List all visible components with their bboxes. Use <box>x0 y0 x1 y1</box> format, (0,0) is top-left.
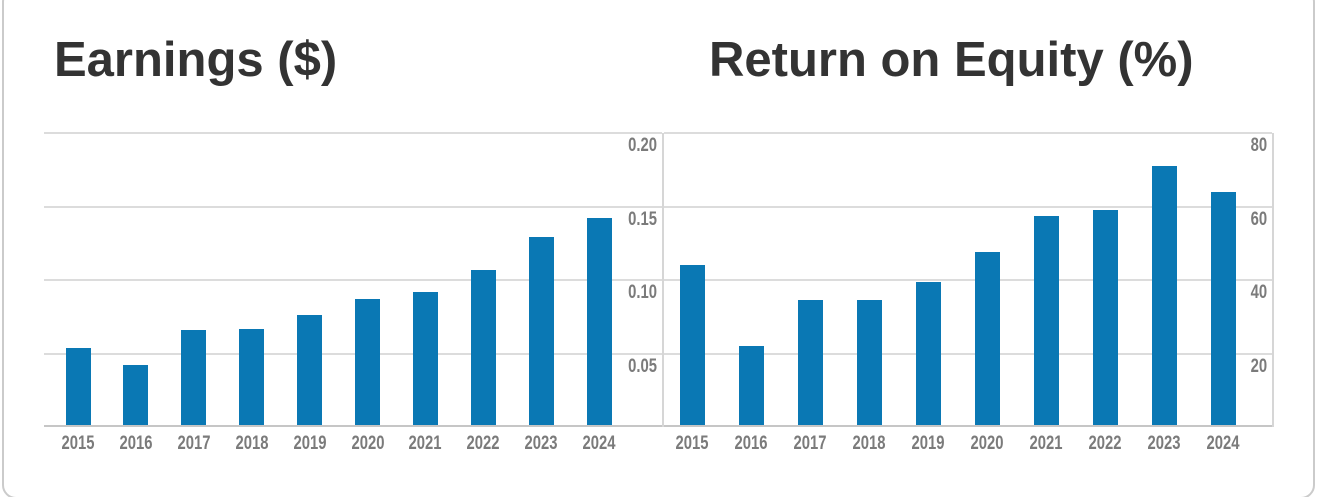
bar-2024 <box>1210 191 1236 425</box>
y-axis-tick-label: 0.05 <box>628 355 657 377</box>
bar-2020 <box>355 299 380 425</box>
bar-2015 <box>65 347 91 425</box>
gridline <box>44 352 662 355</box>
x-axis-label-2016: 2016 <box>734 433 768 454</box>
x-axis-label-2022: 2022 <box>1088 433 1122 454</box>
y-axis-tick-label: 20 <box>1250 355 1267 377</box>
bar-2016 <box>738 346 764 425</box>
gridline <box>664 205 1272 208</box>
roe-chart-title: Return on Equity (%) <box>709 33 1194 87</box>
roe-chart-plot: 20 40 60 80 2015 2016 2017 2018 2019 2020 2021 2022… <box>664 132 1274 454</box>
x-axis-line <box>44 425 662 427</box>
x-axis-label-2019: 2019 <box>293 433 327 454</box>
bar-2019 <box>297 315 323 425</box>
bar-2015 <box>679 265 705 425</box>
bar-2016 <box>123 365 149 425</box>
x-axis-line <box>664 425 1272 427</box>
x-axis-label-2017: 2017 <box>177 433 211 454</box>
x-axis-label-2020: 2020 <box>351 433 384 454</box>
x-axis-label-2021: 2021 <box>408 433 442 454</box>
x-axis-label-2016: 2016 <box>119 433 153 454</box>
bar-2018 <box>856 300 882 425</box>
x-axis-label-2018: 2018 <box>852 433 886 454</box>
bar-2018 <box>239 328 265 425</box>
x-axis-label-2023: 2023 <box>1147 433 1181 454</box>
x-axis-label-2023: 2023 <box>524 433 558 454</box>
gridline <box>664 279 1272 281</box>
y-axis-tick-label: 0.20 <box>628 135 657 156</box>
bar-2020 <box>974 252 1000 425</box>
gridline <box>664 352 1272 355</box>
bar-2023 <box>528 237 554 425</box>
gridline <box>664 132 1272 134</box>
bar-2023 <box>1151 166 1177 425</box>
y-axis-tick-label: 40 <box>1250 282 1267 303</box>
gridline <box>44 279 662 281</box>
bar-2017 <box>181 329 207 425</box>
y-axis-tick-label: 0.10 <box>628 282 657 303</box>
bar-2017 <box>797 300 823 425</box>
bar-2021 <box>412 291 438 425</box>
x-axis-label-2015: 2015 <box>675 433 709 454</box>
earnings-chart-title: Earnings ($) <box>54 33 338 87</box>
x-axis-label-2024: 2024 <box>582 433 616 454</box>
x-axis-label-2022: 2022 <box>466 433 500 454</box>
bar-2022 <box>1092 210 1118 425</box>
gridline <box>44 205 662 208</box>
x-axis-label-2024: 2024 <box>1206 433 1240 454</box>
x-axis-label-2021: 2021 <box>1029 433 1063 454</box>
y-axis-tick-label: 60 <box>1250 208 1267 230</box>
gridline <box>44 132 662 134</box>
x-axis-label-2017: 2017 <box>793 433 827 454</box>
x-axis-label-2019: 2019 <box>911 433 945 454</box>
bar-2021 <box>1033 215 1059 425</box>
y-axis-tick-label: 0.15 <box>628 208 657 230</box>
bar-2019 <box>915 281 941 425</box>
y-axis-tick-label: 80 <box>1250 135 1267 156</box>
x-axis-label-2018: 2018 <box>235 433 269 454</box>
earnings-chart-plot: 0.05 0.10 0.15 0.20 2015 2016 2017 2018 2019 2020… <box>44 132 664 454</box>
x-axis-label-2015: 2015 <box>61 433 95 454</box>
bar-2024 <box>586 218 612 425</box>
bar-2022 <box>470 269 496 425</box>
x-axis-label-2020: 2020 <box>970 433 1004 454</box>
